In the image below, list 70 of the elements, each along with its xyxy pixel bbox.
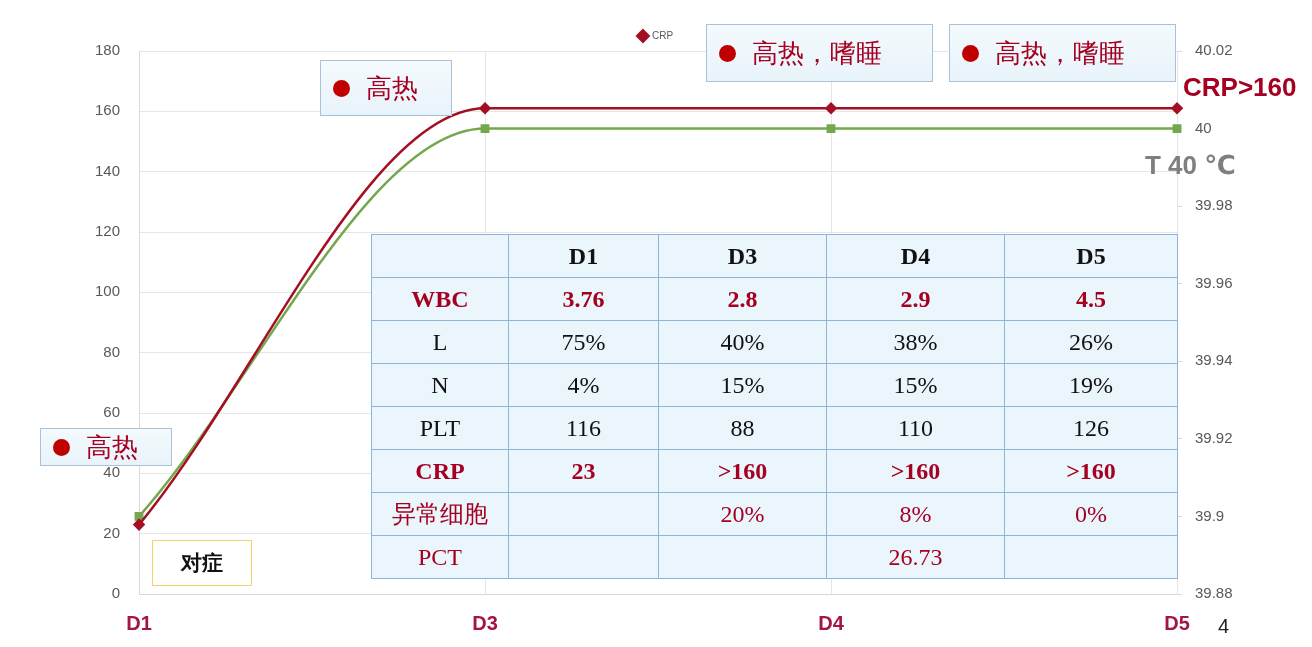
callout-box: 高热，嗜睡 [706,24,933,82]
y-tick-label: 180 [94,41,120,59]
text: 20% [720,500,765,527]
annotation: 对症 [181,550,223,576]
category-label: WBC [411,285,469,312]
y-tick-label: 100 [94,282,120,300]
category-label: D5 [1004,234,1178,278]
text: 2.9 [900,285,931,312]
y2-tick-label: 39.88 [1195,584,1233,602]
category-label: D4 [826,234,1005,278]
category-label: PLT [419,414,461,441]
callout-box: 高热，嗜睡 [949,24,1176,82]
text: 19% [1069,371,1113,398]
y2-tick-label: 39.98 [1195,196,1233,214]
x-tick-label: D5 [1164,611,1190,634]
text: 4% [567,371,600,398]
annotation: 高热 [366,73,418,103]
category-label: D1 [508,234,659,278]
y-tick-label: 40 [103,463,120,481]
x-tick-label: D3 [472,611,498,634]
y-tick-label: 60 [103,403,120,421]
category-label: D3 [658,234,827,278]
text: 4.5 [1076,285,1106,312]
annotation: T 40 ℃ [1145,150,1236,180]
y-tick-label: 160 [94,101,120,119]
text: 15% [893,371,938,398]
category-label: CRP [415,457,465,484]
y2-tick-label: 40 [1195,118,1212,136]
text: 23 [571,457,596,484]
category-label: L [432,328,448,355]
category-label: 异常细胞 [392,501,488,527]
text: 116 [565,414,602,441]
legend-label: CRP [651,29,674,41]
text: 40% [720,328,765,355]
y-tick-label: 20 [103,523,120,541]
y-tick-label: 140 [94,161,120,179]
text: 0% [1075,500,1107,527]
x-tick-label: D4 [818,611,845,634]
y-tick-label: 120 [94,222,120,240]
callout-box: 对症 [152,540,252,586]
annotation: 高热，嗜睡 [752,38,882,68]
text: CRP>160 [1183,72,1297,102]
y2-tick-label: 39.96 [1195,273,1233,291]
text: 15% [720,371,765,398]
text: 88 [730,414,755,441]
y2-tick-label: 40.02 [1195,41,1233,59]
category-label: N [431,371,449,398]
callout-box: 高热 [320,60,452,116]
text: 3.76 [562,285,605,312]
y-tick-label: 80 [103,342,120,360]
category-label: PCT [417,543,462,570]
y2-tick-label: 39.92 [1195,429,1233,446]
text: 26% [1069,328,1113,355]
text: 4 [1218,614,1230,638]
text: 38% [893,328,938,355]
y-tick-label: 0 [111,584,120,602]
text: >160 [890,457,941,484]
text: 126 [1073,414,1109,441]
text: 8% [899,500,932,527]
text: 75% [561,328,606,355]
text: 2.8 [727,285,758,312]
text: >160 [717,457,768,484]
callout-box: 高热 [40,428,172,466]
text: 110 [897,414,934,441]
text: >160 [1066,457,1116,484]
text: 26.73 [888,543,943,570]
x-tick-label: D1 [126,611,152,634]
y2-tick-label: 39.94 [1195,351,1233,369]
annotation: 高热，嗜睡 [995,38,1125,68]
y2-tick-label: 39.9 [1195,506,1225,524]
